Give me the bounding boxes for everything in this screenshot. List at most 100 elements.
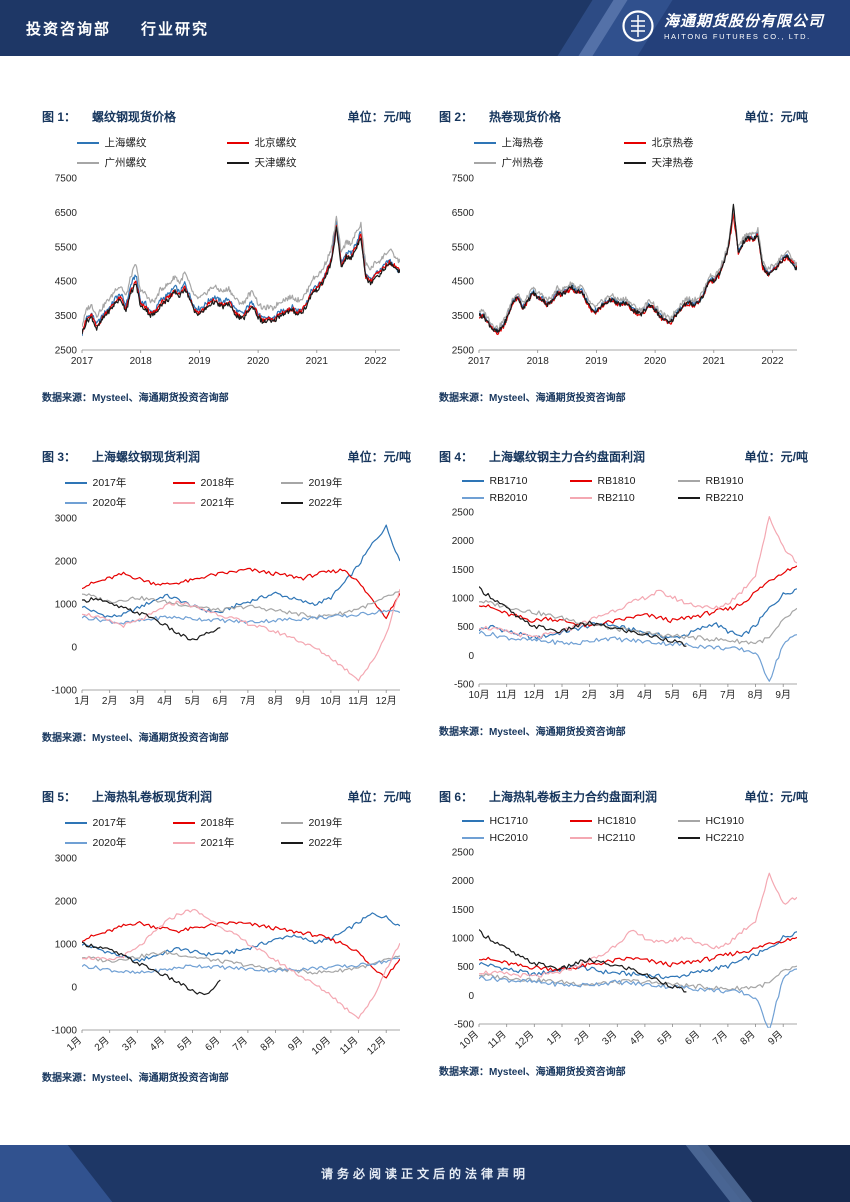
legend-label: HC2110 bbox=[597, 832, 636, 844]
svg-text:6月: 6月 bbox=[203, 1034, 223, 1053]
legend-line-swatch bbox=[226, 141, 249, 144]
line-chart: -500 0 500 1000 1500 2000 2500 10月 11月 12月 1月 2月 3月 4… bbox=[439, 506, 808, 723]
svg-text:2000: 2000 bbox=[452, 876, 475, 887]
svg-text:2019: 2019 bbox=[188, 356, 211, 367]
svg-text:2020: 2020 bbox=[644, 356, 667, 367]
svg-text:3月: 3月 bbox=[610, 689, 626, 701]
legend-line-swatch bbox=[280, 501, 303, 504]
chart-figure-2: 图 2： 热卷现货价格 单位：元/吨 上海热卷 北京热卷 广州热卷 天津热卷 2500… bbox=[439, 108, 808, 404]
data-source-note: 数据来源：Mysteel、海通期货投资咨询部 bbox=[42, 733, 229, 744]
legend-item: 2020年 bbox=[64, 495, 173, 510]
legend-item: RB1810 bbox=[569, 475, 678, 487]
svg-text:5月: 5月 bbox=[665, 689, 681, 701]
chart-title-row: 图 3： 上海螺纹钢现货利润 单位：元/吨 bbox=[42, 448, 411, 465]
svg-text:4月: 4月 bbox=[157, 695, 173, 707]
legend-line-swatch bbox=[64, 501, 87, 504]
svg-text:1500: 1500 bbox=[452, 905, 475, 916]
legend-label: 上海螺纹 bbox=[104, 137, 147, 149]
svg-text:7月: 7月 bbox=[720, 689, 736, 701]
legend-label: 2019年 bbox=[308, 817, 343, 829]
svg-text:2500: 2500 bbox=[452, 508, 475, 519]
svg-text:4月: 4月 bbox=[637, 689, 653, 701]
svg-text:4月: 4月 bbox=[147, 1034, 167, 1053]
chart-legend: 2017年 2018年 2019年 2020年 2021年 2022年 bbox=[42, 815, 411, 850]
svg-text:2月: 2月 bbox=[102, 695, 118, 707]
line-chart: -1000 0 1000 2000 3000 1月 2月 3月 4月 5月 6月 7月 8月 9月 10月 1… bbox=[42, 852, 411, 1069]
legend-item: 广州螺纹 bbox=[76, 155, 227, 170]
legend-item: 北京螺纹 bbox=[226, 135, 377, 150]
legend-line-swatch bbox=[280, 821, 303, 824]
page-header: 投资咨询部 行业研究 海通期货股份有限公司 HAITONG FUTURES CO… bbox=[0, 0, 850, 56]
company-name-en: HAITONG FUTURES CO., LTD. bbox=[663, 32, 811, 42]
legend-item: 天津螺纹 bbox=[226, 155, 377, 170]
legend-item: RB2210 bbox=[677, 492, 786, 504]
legend-label: 2017年 bbox=[92, 817, 127, 829]
svg-text:1000: 1000 bbox=[452, 594, 475, 605]
legend-label: RB2110 bbox=[597, 492, 635, 504]
svg-text:5500: 5500 bbox=[452, 242, 475, 253]
svg-text:1月: 1月 bbox=[74, 695, 90, 707]
legend-line-swatch bbox=[569, 837, 592, 839]
data-source-note: 数据来源：Mysteel、海通期货投资咨询部 bbox=[439, 1067, 626, 1078]
svg-text:2500: 2500 bbox=[452, 346, 475, 357]
legend-item: 广州热卷 bbox=[473, 155, 624, 170]
legend-line-swatch bbox=[64, 821, 87, 824]
legend-label: HC2210 bbox=[705, 832, 745, 844]
chart-figure-1: 图 1： 螺纹钢现货价格 单位：元/吨 上海螺纹 北京螺纹 广州螺纹 天津螺纹 250… bbox=[42, 108, 411, 404]
legend-line-swatch bbox=[461, 820, 484, 822]
legend-line-swatch bbox=[172, 481, 195, 484]
legend-line-swatch bbox=[280, 841, 303, 844]
legend-label: RB1810 bbox=[597, 475, 636, 487]
svg-text:500: 500 bbox=[457, 962, 474, 973]
svg-text:-1000: -1000 bbox=[51, 1026, 77, 1037]
figure-title: 螺纹钢现货价格 bbox=[92, 110, 177, 124]
line-chart: 2500 3500 4500 5500 6500 7500 2017 2018 2019 2020… bbox=[439, 172, 808, 389]
svg-text:6月: 6月 bbox=[683, 1028, 703, 1047]
svg-text:11月: 11月 bbox=[486, 1028, 509, 1051]
legend-item: 上海热卷 bbox=[473, 135, 624, 150]
svg-text:2017: 2017 bbox=[468, 356, 491, 367]
legend-label: 2018年 bbox=[200, 817, 235, 829]
chart-legend: 上海螺纹 北京螺纹广州螺纹 天津螺纹 bbox=[42, 135, 411, 170]
legend-label: 广州螺纹 bbox=[104, 157, 147, 169]
page-footer: 请务必阅读正文后的法律声明 bbox=[0, 1145, 850, 1202]
svg-text:7月: 7月 bbox=[240, 695, 256, 707]
legend-item: HC1710 bbox=[461, 815, 570, 827]
legend-label: 天津热卷 bbox=[651, 157, 694, 169]
svg-text:2018: 2018 bbox=[527, 356, 550, 367]
svg-text:1月: 1月 bbox=[554, 689, 570, 701]
svg-text:9月: 9月 bbox=[295, 695, 311, 707]
legend-line-swatch bbox=[172, 821, 195, 824]
legend-item: HC2010 bbox=[461, 832, 570, 844]
legend-label: 2021年 bbox=[200, 837, 235, 849]
data-source-note: 数据来源：Mysteel、海通期货投资咨询部 bbox=[439, 393, 626, 404]
svg-text:7月: 7月 bbox=[230, 1034, 250, 1053]
svg-text:7500: 7500 bbox=[452, 174, 475, 185]
svg-text:3000: 3000 bbox=[55, 854, 78, 865]
legend-item: 2020年 bbox=[64, 835, 173, 850]
chart-figure-3: 图 3： 上海螺纹钢现货利润 单位：元/吨 2017年 2018年 2019年 202… bbox=[42, 448, 411, 744]
chart-legend: HC1710 HC1810 HC1910 HC2010 HC2110 HC2210 bbox=[439, 815, 808, 844]
legend-item: 2021年 bbox=[172, 835, 281, 850]
legend-label: HC2010 bbox=[489, 832, 529, 844]
svg-text:2000: 2000 bbox=[55, 557, 78, 568]
figure-label: 图 4： bbox=[439, 450, 474, 464]
svg-text:4月: 4月 bbox=[627, 1028, 647, 1047]
company-logo: 海通期货股份有限公司 HAITONG FUTURES CO., LTD. bbox=[621, 9, 824, 48]
figure-title: 热卷现货价格 bbox=[489, 110, 562, 124]
footer-decoration bbox=[0, 1145, 113, 1202]
svg-text:2000: 2000 bbox=[55, 897, 78, 908]
svg-text:7500: 7500 bbox=[55, 174, 78, 185]
svg-text:2021: 2021 bbox=[306, 356, 329, 367]
svg-text:3月: 3月 bbox=[120, 1034, 140, 1053]
svg-text:12月: 12月 bbox=[364, 1034, 388, 1057]
legend-line-swatch bbox=[677, 820, 700, 822]
svg-text:6月: 6月 bbox=[692, 689, 708, 701]
legend-label: 北京热卷 bbox=[651, 137, 694, 149]
svg-text:2021: 2021 bbox=[703, 356, 726, 367]
logo-emblem-icon bbox=[621, 9, 655, 48]
svg-text:8月: 8月 bbox=[748, 689, 764, 701]
legend-label: 2020年 bbox=[92, 497, 127, 509]
svg-text:8月: 8月 bbox=[268, 695, 284, 707]
legend-item: RB1710 bbox=[461, 475, 570, 487]
